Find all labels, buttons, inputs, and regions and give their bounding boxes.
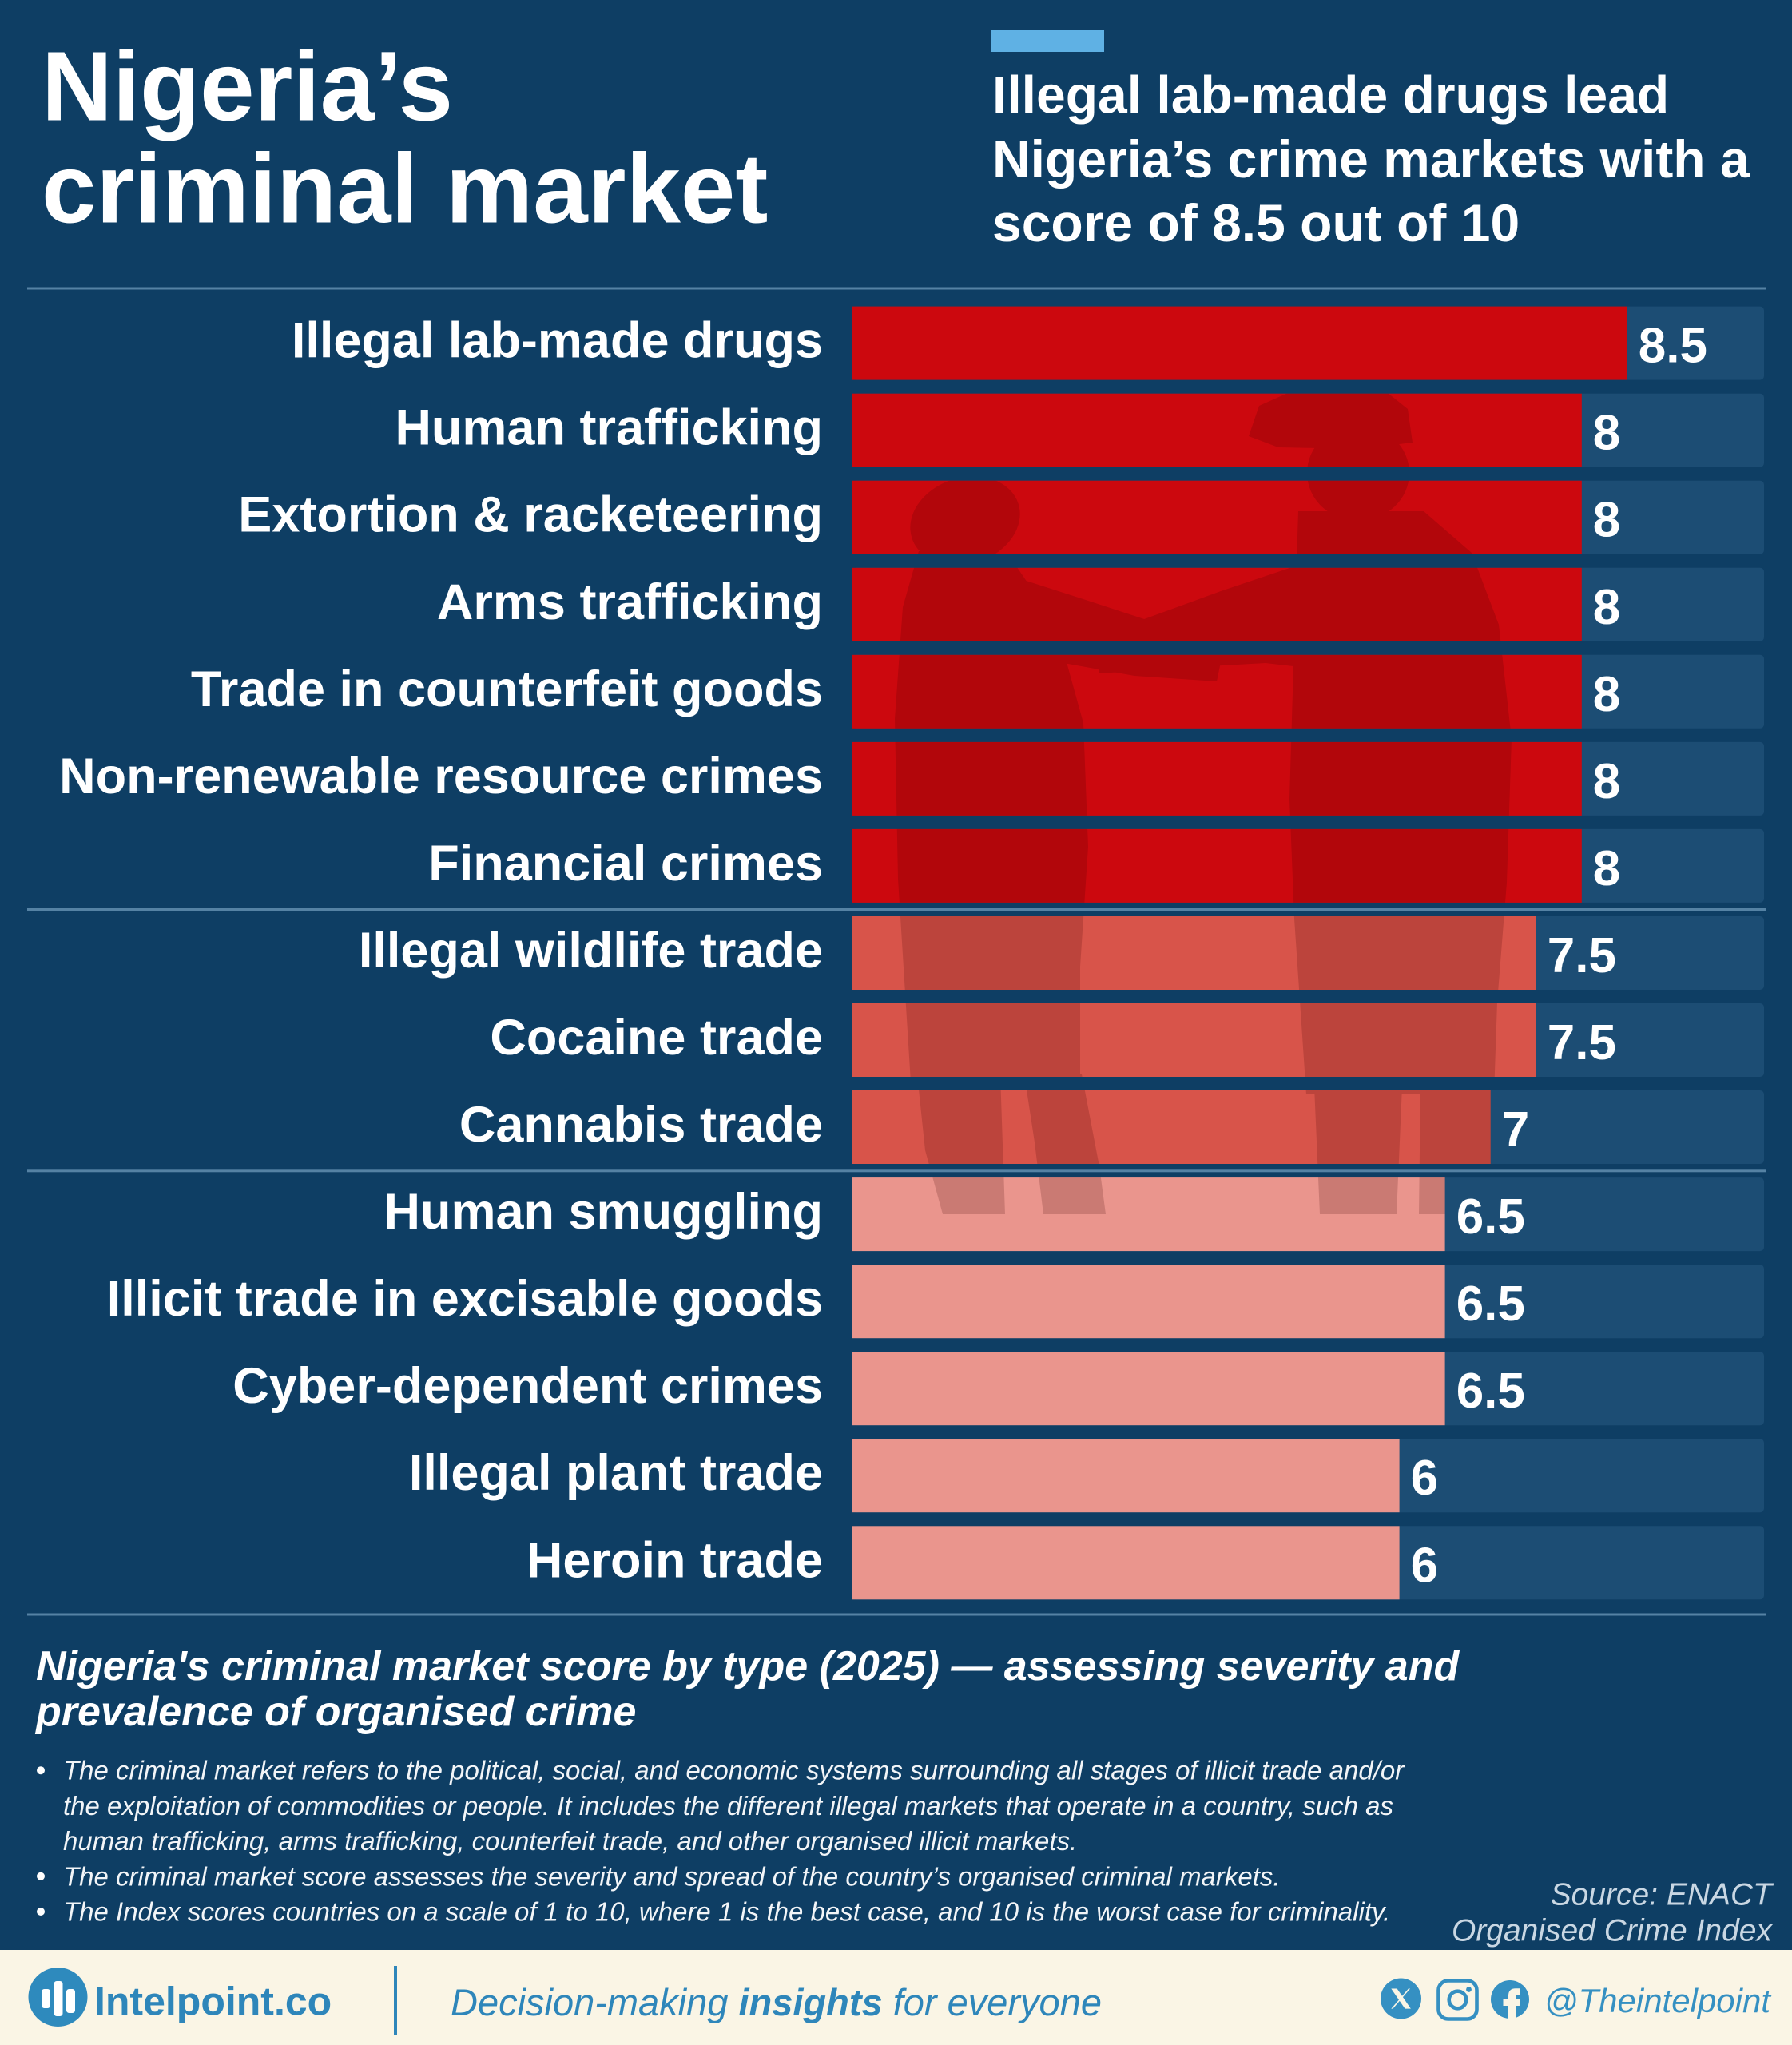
svg-text:score of 8.5 out of 10: score of 8.5 out of 10 xyxy=(992,193,1520,252)
svg-text:@Theintelpoint: @Theintelpoint xyxy=(1544,1982,1772,2019)
svg-text:Illicit trade in excisable goo: Illicit trade in excisable goods xyxy=(107,1271,823,1327)
svg-text:7: 7 xyxy=(1502,1102,1529,1158)
svg-text:6: 6 xyxy=(1411,1451,1438,1506)
svg-text:8: 8 xyxy=(1593,754,1620,809)
svg-text:8: 8 xyxy=(1593,667,1620,722)
svg-text:6.5: 6.5 xyxy=(1456,1364,1525,1419)
svg-text:Heroin trade: Heroin trade xyxy=(526,1532,823,1588)
svg-text:6: 6 xyxy=(1411,1538,1438,1593)
svg-text:Human smuggling: Human smuggling xyxy=(384,1184,824,1240)
svg-text:Intelpoint.co: Intelpoint.co xyxy=(94,1979,332,2023)
svg-text:The Index scores countries on: The Index scores countries on a scale of… xyxy=(63,1897,1390,1927)
svg-text:Organised Crime Index: Organised Crime Index xyxy=(1452,1914,1774,1948)
svg-text:8: 8 xyxy=(1593,406,1620,461)
svg-text:Decision-making insights for e: Decision-making insights for everyone xyxy=(451,1981,1102,2023)
svg-text:Cannabis trade: Cannabis trade xyxy=(459,1097,823,1153)
svg-text:6.5: 6.5 xyxy=(1456,1189,1525,1245)
svg-text:Non-renewable resource crimes: Non-renewable resource crimes xyxy=(59,749,823,804)
svg-text:Source: ENACT: Source: ENACT xyxy=(1551,1878,1775,1912)
svg-text:7.5: 7.5 xyxy=(1548,1015,1616,1070)
svg-text:Nigeria’s: Nigeria’s xyxy=(42,33,453,142)
svg-text:8: 8 xyxy=(1593,493,1620,548)
svg-text:The criminal market score asse: The criminal market score assesses the s… xyxy=(63,1861,1281,1891)
svg-text:8: 8 xyxy=(1593,841,1620,896)
svg-text:human trafficking, arms traffi: human trafficking, arms trafficking, cou… xyxy=(63,1826,1077,1856)
svg-text:Illegal lab-made drugs lead: Illegal lab-made drugs lead xyxy=(992,66,1669,125)
svg-text:Nigeria’s crime markets with a: Nigeria’s crime markets with a xyxy=(992,129,1750,189)
svg-text:Illegal wildlife trade: Illegal wildlife trade xyxy=(359,923,823,979)
svg-text:8.5: 8.5 xyxy=(1639,319,1707,374)
svg-text:prevalence of organised crime: prevalence of organised crime xyxy=(34,1689,636,1735)
svg-text:Illegal lab-made drugs: Illegal lab-made drugs xyxy=(292,313,823,369)
svg-text:Cocaine trade: Cocaine trade xyxy=(490,1010,823,1066)
svg-text:Illegal plant trade: Illegal plant trade xyxy=(409,1445,823,1501)
svg-text:The criminal market refers to: The criminal market refers to the politi… xyxy=(63,1756,1405,1785)
svg-text:Financial crimes: Financial crimes xyxy=(428,836,823,891)
svg-text:Nigeria's criminal market scor: Nigeria's criminal market score by type … xyxy=(36,1643,1460,1690)
svg-text:Trade in counterfeit goods: Trade in counterfeit goods xyxy=(191,661,823,717)
svg-text:Arms trafficking: Arms trafficking xyxy=(437,574,823,630)
svg-text:6.5: 6.5 xyxy=(1456,1277,1525,1332)
svg-text:Cyber-dependent crimes: Cyber-dependent crimes xyxy=(232,1358,823,1414)
svg-text:Extortion & racketeering: Extortion & racketeering xyxy=(238,487,823,543)
svg-text:the exploitation of commoditie: the exploitation of commodities or peopl… xyxy=(63,1791,1393,1821)
svg-text:Human trafficking: Human trafficking xyxy=(395,400,823,456)
svg-text:criminal market: criminal market xyxy=(42,135,768,244)
svg-text:7.5: 7.5 xyxy=(1548,928,1616,983)
svg-text:8: 8 xyxy=(1593,580,1620,635)
